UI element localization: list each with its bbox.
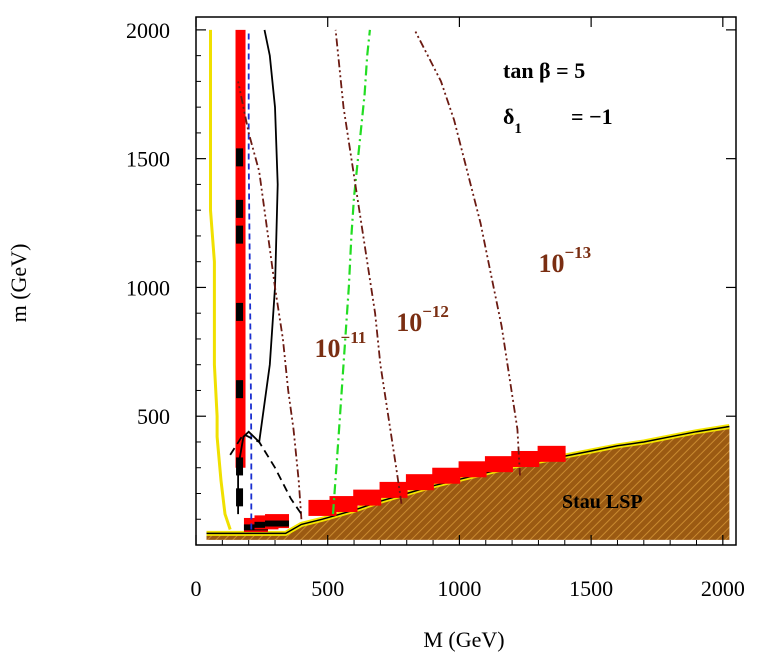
relic-band-segment: [379, 481, 408, 498]
x-tick-label: 2000: [701, 576, 745, 601]
contour-label: 10−12: [396, 302, 449, 337]
relic-vertical-band: [235, 29, 246, 468]
x-axis-title: M (GeV): [423, 627, 504, 652]
relic-band-segment: [329, 496, 358, 513]
contour-label-base: 10: [538, 249, 564, 278]
y-tick-label: 1500: [126, 147, 170, 172]
series-contour-1e-13: [413, 29, 521, 476]
delta-symbol: δ: [503, 104, 514, 129]
relic-band-segment: [458, 461, 487, 478]
series-contour-1e-12: [334, 29, 403, 504]
contour-label: 10−13: [538, 243, 591, 278]
relic-band-segment: [484, 456, 513, 473]
contour-label-base: 10: [396, 308, 422, 337]
contour-label-exponent: −12: [422, 302, 449, 321]
relic-vertical-band-black: [236, 199, 244, 218]
contour-label-exponent: −13: [564, 243, 591, 262]
x-tick-label: 0: [191, 576, 202, 601]
relic-vertical-band-black: [236, 302, 244, 321]
relic-band-segment: [405, 474, 434, 491]
y-tick-label: 1000: [126, 275, 170, 300]
relic-band-segment-black: [265, 520, 290, 527]
contour-label-base: 10: [315, 334, 341, 363]
relic-vertical-band-black: [236, 380, 244, 399]
series-blue-dashed: [247, 29, 253, 530]
axis-ticks: 0 500 1000 1500 2000 500 1000 1500 2000: [126, 17, 745, 601]
contour-label-exponent: −11: [341, 328, 367, 347]
delta-value: = −1: [571, 104, 613, 129]
plot-frame: [195, 16, 737, 546]
series-green-dashed: [331, 29, 371, 515]
relic-band-segment: [537, 445, 566, 462]
relic-vertical-band-black: [236, 148, 244, 167]
relic-band-segment: [511, 450, 540, 467]
contour-label: 10−11: [315, 328, 367, 363]
y-tick-label: 2000: [126, 18, 170, 43]
delta-subscript: 1: [514, 121, 522, 137]
tan-beta-annotation: tan β = 5: [503, 58, 585, 83]
x-tick-label: 1500: [569, 576, 613, 601]
y-axis-title: m (GeV): [6, 244, 31, 323]
series-black-dashed: [229, 433, 303, 515]
stau-lsp-region: [206, 426, 730, 540]
series-yellow-boundary: [209, 29, 232, 530]
plot-area: [206, 29, 730, 540]
series-contour-1e-11: [237, 81, 303, 520]
relic-vertical-band-black: [236, 488, 244, 507]
relic-vertical-band-black: [236, 225, 244, 244]
x-tick-label: 500: [311, 576, 344, 601]
series-black-solid: [237, 29, 279, 515]
relic-band-segment: [308, 499, 337, 516]
relic-band-segment: [432, 467, 461, 484]
x-tick-label: 1000: [437, 576, 481, 601]
relic-band-segment: [353, 489, 382, 506]
delta-annotation: δ1 = −1: [503, 104, 613, 137]
stau-lsp-label: Stau LSP: [562, 491, 643, 513]
relic-vertical-band-black: [236, 457, 244, 476]
y-tick-label: 500: [137, 404, 170, 429]
